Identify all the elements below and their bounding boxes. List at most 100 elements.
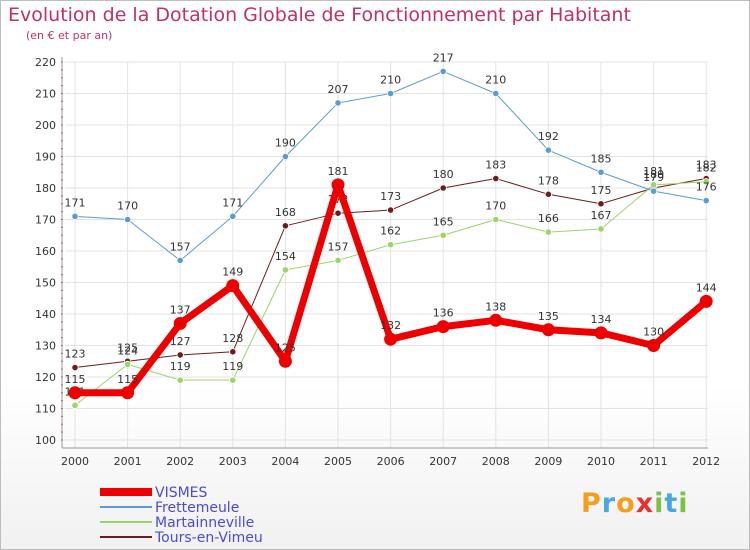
- data-label-martainneville: 165: [433, 215, 454, 228]
- data-label-frettemeule: 207: [328, 83, 349, 96]
- x-tick-label: 2011: [640, 455, 668, 468]
- data-label-frettemeule: 185: [591, 152, 612, 165]
- data-label-frettemeule: 210: [380, 74, 401, 87]
- data-label-martainneville: 124: [117, 344, 138, 357]
- y-tick-label: 140: [35, 308, 56, 321]
- data-point-frettemeule: [439, 67, 447, 76]
- data-label-tours-en-vimeu: 180: [643, 168, 664, 181]
- y-tick-label: 130: [35, 340, 56, 353]
- data-label-vismes: 136: [433, 307, 454, 320]
- data-point-vismes: [384, 332, 398, 346]
- data-label-vismes: 134: [591, 313, 612, 326]
- data-label-frettemeule: 171: [222, 196, 243, 209]
- proxiti-logo: Proxiti: [581, 488, 689, 519]
- y-tick-label: 210: [35, 88, 56, 101]
- data-label-vismes: 125: [275, 341, 296, 354]
- y-tick-label: 190: [35, 151, 56, 164]
- x-tick-label: 2010: [587, 455, 615, 468]
- chart-subtitle: (en € et par an): [26, 29, 113, 42]
- data-label-vismes: 144: [696, 281, 717, 294]
- data-point-frettemeule: [649, 187, 658, 195]
- data-label-martainneville: 162: [380, 225, 401, 238]
- data-label-tours-en-vimeu: 128: [222, 332, 243, 345]
- x-tick-label: 2008: [482, 455, 510, 468]
- data-point-vismes: [436, 320, 450, 334]
- data-label-martainneville: 154: [275, 250, 296, 263]
- data-label-frettemeule: 192: [538, 130, 559, 143]
- legend-label-vismes: VISMES: [155, 485, 208, 501]
- data-point-frettemeule: [229, 212, 237, 220]
- data-label-martainneville: 170: [485, 200, 506, 213]
- data-point-martainneville: [176, 376, 184, 384]
- y-tick-label: 100: [35, 434, 56, 447]
- logo-letter: r: [601, 488, 617, 519]
- data-label-frettemeule: 190: [275, 137, 296, 150]
- data-label-martainneville: 182: [696, 162, 717, 175]
- data-point-frettemeule: [386, 89, 395, 98]
- y-tick-label: 180: [35, 182, 56, 195]
- data-point-martainneville: [124, 360, 132, 368]
- data-point-frettemeule: [492, 89, 500, 98]
- x-tick-label: 2003: [219, 455, 247, 468]
- data-label-martainneville: 157: [328, 240, 349, 253]
- data-point-tours-en-vimeu: [176, 351, 184, 359]
- data-point-vismes: [173, 316, 187, 330]
- data-point-vismes: [331, 178, 345, 192]
- data-label-vismes: 135: [538, 310, 559, 323]
- data-label-vismes: 138: [485, 300, 506, 313]
- data-label-tours-en-vimeu: 180: [433, 168, 454, 181]
- data-label-tours-en-vimeu: 127: [170, 335, 191, 348]
- data-point-martainneville: [71, 401, 79, 409]
- data-label-vismes: 115: [65, 373, 86, 386]
- data-point-vismes: [647, 339, 661, 352]
- data-point-frettemeule: [281, 152, 289, 161]
- y-tick-label: 200: [35, 119, 56, 132]
- data-point-frettemeule: [334, 99, 342, 107]
- data-point-vismes: [699, 294, 713, 308]
- logo-letter: P: [581, 488, 602, 519]
- data-label-frettemeule: 170: [117, 200, 138, 213]
- data-point-vismes: [594, 326, 608, 340]
- data-point-frettemeule: [597, 168, 605, 176]
- data-label-frettemeule: 217: [433, 51, 454, 64]
- data-label-tours-en-vimeu: 123: [65, 348, 86, 361]
- data-point-frettemeule: [71, 212, 79, 220]
- data-point-frettemeule: [702, 197, 710, 205]
- legend-label-frettemeule: Frettemeule: [155, 500, 239, 516]
- data-label-frettemeule: 171: [65, 196, 86, 209]
- data-label-martainneville: 167: [591, 209, 612, 222]
- x-tick-label: 2002: [166, 455, 194, 468]
- data-label-vismes: 137: [170, 303, 191, 316]
- data-label-frettemeule: 176: [696, 181, 717, 194]
- logo-letter: x: [635, 488, 655, 519]
- logo-letter: t: [664, 488, 679, 519]
- data-point-martainneville: [334, 256, 342, 265]
- data-point-martainneville: [597, 225, 605, 233]
- data-label-tours-en-vimeu: 173: [380, 190, 401, 203]
- x-tick-label: 2005: [324, 455, 352, 468]
- data-point-vismes: [489, 313, 503, 327]
- data-point-martainneville: [544, 228, 553, 236]
- x-tick-label: 2000: [61, 455, 89, 468]
- data-label-martainneville: 181: [643, 165, 664, 178]
- data-label-frettemeule: 179: [643, 171, 664, 184]
- data-label-vismes: 181: [328, 165, 349, 178]
- data-point-tours-en-vimeu: [229, 348, 237, 356]
- data-point-tours-en-vimeu: [544, 190, 553, 198]
- data-point-vismes: [541, 323, 555, 337]
- data-point-martainneville: [281, 266, 289, 274]
- data-label-vismes: 149: [222, 266, 243, 279]
- chart-title: Evolution de la Dotation Globale de Fonc…: [8, 4, 631, 26]
- data-point-tours-en-vimeu: [597, 200, 605, 208]
- logo-letter: i: [654, 488, 665, 519]
- logo-letter: o: [616, 488, 636, 519]
- data-point-frettemeule: [544, 146, 553, 154]
- data-point-martainneville: [229, 376, 237, 384]
- data-point-martainneville: [386, 241, 395, 249]
- data-label-martainneville: 119: [170, 360, 191, 373]
- data-label-frettemeule: 210: [485, 74, 506, 87]
- data-point-tours-en-vimeu: [492, 174, 500, 183]
- data-point-tours-en-vimeu: [386, 206, 395, 214]
